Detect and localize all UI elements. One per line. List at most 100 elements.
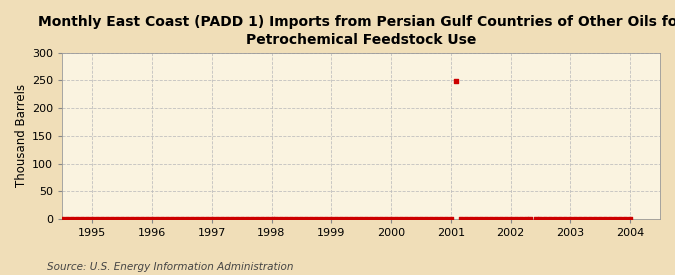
Point <box>480 217 491 221</box>
Point <box>196 217 207 221</box>
Point <box>485 217 496 221</box>
Point <box>421 217 431 221</box>
Point <box>575 217 586 221</box>
Point <box>276 217 287 221</box>
Text: Source: U.S. Energy Information Administration: Source: U.S. Energy Information Administ… <box>47 262 294 272</box>
Point <box>540 217 551 221</box>
Point <box>555 217 566 221</box>
Point <box>52 217 63 221</box>
Point <box>306 217 317 221</box>
Point <box>456 217 466 221</box>
Point <box>585 217 595 221</box>
Point <box>251 217 262 221</box>
Point <box>261 217 272 221</box>
Point <box>505 217 516 221</box>
Point <box>410 217 421 221</box>
Point <box>595 217 605 221</box>
Point <box>570 217 580 221</box>
Point <box>610 217 620 221</box>
Point <box>326 217 337 221</box>
Point <box>171 217 182 221</box>
Point <box>565 217 576 221</box>
Point <box>500 217 511 221</box>
Point <box>620 217 630 221</box>
Point <box>211 217 222 221</box>
Point <box>192 217 202 221</box>
Point <box>77 217 88 221</box>
Point <box>535 217 546 221</box>
Point <box>416 217 427 221</box>
Point <box>256 217 267 221</box>
Point <box>102 217 113 221</box>
Point <box>560 217 571 221</box>
Point <box>341 217 352 221</box>
Point <box>431 217 441 221</box>
Point <box>161 217 172 221</box>
Point <box>311 217 322 221</box>
Point <box>366 217 377 221</box>
Point <box>580 217 591 221</box>
Point <box>201 217 212 221</box>
Point <box>207 217 217 221</box>
Point <box>441 217 452 221</box>
Point <box>42 217 53 221</box>
Point <box>97 217 107 221</box>
Point <box>67 217 78 221</box>
Point <box>590 217 601 221</box>
Point <box>495 217 506 221</box>
Point <box>182 217 192 221</box>
Point <box>465 217 476 221</box>
Point <box>510 217 521 221</box>
Point <box>82 217 92 221</box>
Point <box>157 217 167 221</box>
Point <box>167 217 178 221</box>
Point <box>530 217 541 221</box>
Point <box>391 217 402 221</box>
Point <box>301 217 312 221</box>
Point <box>271 217 282 221</box>
Point <box>246 217 257 221</box>
Point <box>381 217 392 221</box>
Point <box>132 217 142 221</box>
Point <box>396 217 406 221</box>
Point <box>615 217 626 221</box>
Point <box>176 217 187 221</box>
Point <box>331 217 342 221</box>
Point <box>281 217 292 221</box>
Point <box>490 217 501 221</box>
Point <box>425 217 436 221</box>
Point <box>376 217 387 221</box>
Point <box>62 217 73 221</box>
Point <box>226 217 237 221</box>
Point <box>460 217 471 221</box>
Point <box>151 217 162 221</box>
Point <box>186 217 197 221</box>
Point <box>545 217 556 221</box>
Point <box>146 217 157 221</box>
Point <box>336 217 347 221</box>
Point <box>32 217 43 221</box>
Point <box>216 217 227 221</box>
Point <box>356 217 367 221</box>
Point <box>515 217 526 221</box>
Point <box>520 217 531 221</box>
Point <box>360 217 371 221</box>
Y-axis label: Thousand Barrels: Thousand Barrels <box>15 84 28 188</box>
Point <box>236 217 247 221</box>
Point <box>446 217 456 221</box>
Point <box>232 217 242 221</box>
Point <box>525 217 536 221</box>
Point <box>625 217 636 221</box>
Point <box>346 217 356 221</box>
Point <box>127 217 138 221</box>
Point <box>321 217 331 221</box>
Point <box>47 217 58 221</box>
Point <box>57 217 68 221</box>
Point <box>112 217 123 221</box>
Point <box>72 217 82 221</box>
Point <box>291 217 302 221</box>
Title: Monthly East Coast (PADD 1) Imports from Persian Gulf Countries of Other Oils fo: Monthly East Coast (PADD 1) Imports from… <box>38 15 675 47</box>
Point <box>351 217 362 221</box>
Point <box>400 217 411 221</box>
Point <box>371 217 381 221</box>
